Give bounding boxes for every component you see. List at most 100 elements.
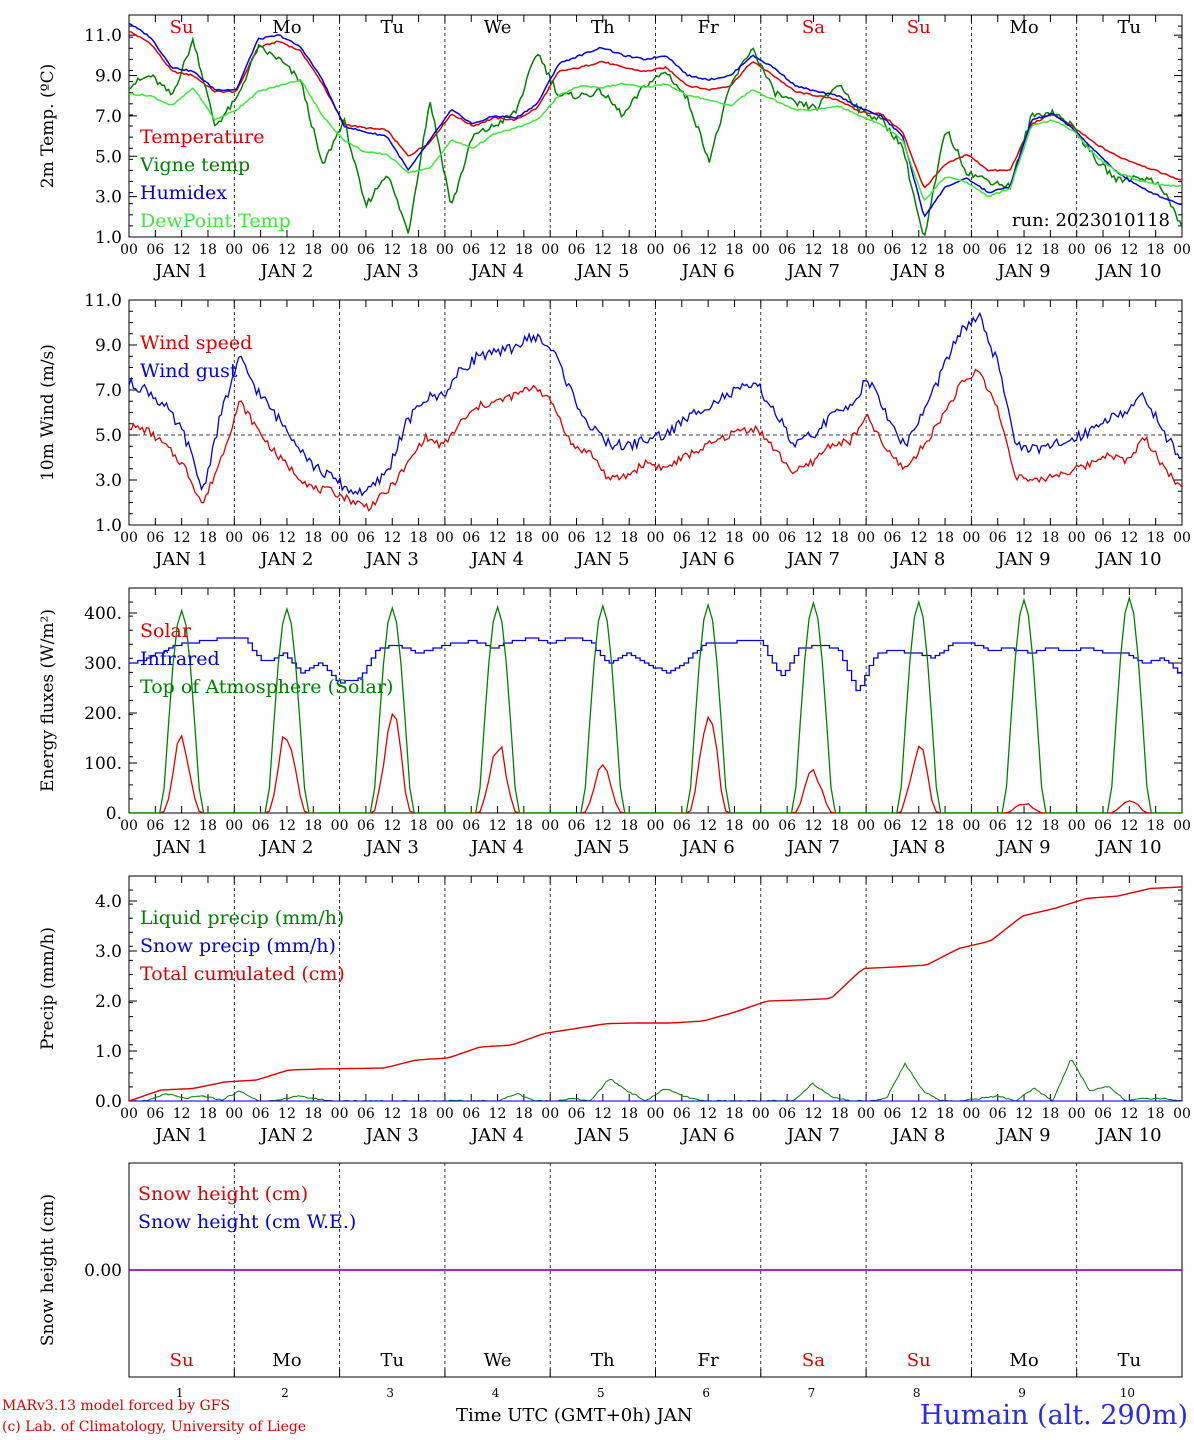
hour-label: 12	[1015, 818, 1033, 834]
hour-label: 12	[910, 1106, 928, 1122]
hour-label: 06	[1094, 530, 1112, 546]
date-label: JAN 5	[574, 261, 629, 282]
hour-label: 12	[805, 1106, 823, 1122]
date-label: JAN 9	[995, 837, 1050, 858]
date-label: JAN 9	[995, 261, 1050, 282]
hour-label: 00	[647, 818, 665, 834]
hour-label: 00	[1068, 1106, 1086, 1122]
y-tick-label: 9.0	[95, 336, 122, 356]
weekday-label: Mo	[1009, 1350, 1038, 1371]
date-label: JAN 1	[153, 261, 208, 282]
y-axis-label: 10m Wind (m/s)	[38, 344, 58, 481]
weekday-label: Sa	[802, 1350, 825, 1371]
weekday-label: Su	[170, 1350, 194, 1371]
y-tick-label: 1.0	[95, 228, 122, 248]
hour-label: 18	[304, 818, 322, 834]
weekday-label: We	[484, 17, 512, 38]
date-label: JAN 9	[995, 549, 1050, 570]
hour-label: 18	[936, 818, 954, 834]
date-label: JAN 4	[469, 1125, 524, 1146]
legend-entry: Snow height (cm W.E.)	[138, 1211, 356, 1233]
hour-label: 00	[120, 818, 138, 834]
hour-label: 00	[1173, 242, 1191, 258]
y-tick-label: 3.0	[95, 188, 122, 208]
date-label: JAN 4	[469, 549, 524, 570]
hour-label: 18	[410, 530, 428, 546]
weekday-label: Fr	[698, 17, 719, 38]
hour-label: 00	[225, 818, 243, 834]
hour-label: 12	[383, 1106, 401, 1122]
hour-label: 06	[462, 818, 480, 834]
hour-label: 00	[857, 1106, 875, 1122]
hour-label: 12	[805, 242, 823, 258]
hour-label: 18	[410, 242, 428, 258]
y-tick-label: 5.0	[95, 147, 122, 167]
hour-label: 12	[383, 242, 401, 258]
series-line-liquid-precip-mm-h-	[129, 1059, 1182, 1101]
series-line-temperature	[129, 30, 1182, 189]
date-label: JAN 7	[785, 261, 840, 282]
date-label: JAN 3	[364, 1125, 419, 1146]
hour-label: 06	[673, 530, 691, 546]
hour-label: 12	[278, 242, 296, 258]
date-label: JAN 6	[680, 837, 735, 858]
hour-label: 06	[1094, 1106, 1112, 1122]
y-tick-label: 2.0	[95, 992, 122, 1012]
hour-label: 06	[357, 818, 375, 834]
hour-label: 18	[1147, 818, 1165, 834]
hour-label: 00	[225, 242, 243, 258]
hour-label: 06	[357, 242, 375, 258]
date-label: JAN 8	[890, 1125, 945, 1146]
day-number-label: 6	[702, 1386, 710, 1400]
hour-label: 18	[199, 242, 217, 258]
hour-label: 06	[989, 530, 1007, 546]
legend-entry: Snow precip (mm/h)	[140, 935, 336, 957]
weekday-label: Su	[170, 17, 194, 38]
hour-label: 18	[936, 530, 954, 546]
hour-label: 18	[726, 1106, 744, 1122]
date-label: JAN 9	[995, 1125, 1050, 1146]
hour-label: 00	[1068, 818, 1086, 834]
hour-label: 06	[146, 1106, 164, 1122]
weekday-label: Tu	[380, 1350, 404, 1371]
date-label: JAN 7	[785, 549, 840, 570]
hour-label: 12	[594, 242, 612, 258]
hour-label: 06	[884, 818, 902, 834]
hour-label: 18	[1041, 1106, 1059, 1122]
weekday-label: Su	[907, 17, 931, 38]
hour-label: 00	[120, 530, 138, 546]
series-line-dewpoint-temp	[129, 78, 1182, 202]
y-tick-label: 7.0	[95, 107, 122, 127]
hour-label: 00	[647, 1106, 665, 1122]
hour-label: 12	[1015, 242, 1033, 258]
hour-label: 00	[1173, 530, 1191, 546]
hour-label: 00	[436, 530, 454, 546]
day-number-label: 9	[1018, 1386, 1026, 1400]
y-tick-label: 7.0	[95, 381, 122, 401]
date-label: JAN 6	[680, 1125, 735, 1146]
legend-entry: Solar	[140, 620, 192, 642]
y-tick-label: 3.0	[95, 942, 122, 962]
legend-entry: DewPoint Temp	[140, 210, 291, 232]
date-label: JAN 10	[1095, 837, 1162, 858]
weekday-label: Fr	[698, 1350, 719, 1371]
hour-label: 18	[199, 1106, 217, 1122]
series-line-infrared	[129, 637, 1182, 692]
date-label: JAN 10	[1095, 261, 1162, 282]
hour-label: 12	[594, 818, 612, 834]
hour-label: 00	[225, 530, 243, 546]
hour-label: 18	[304, 242, 322, 258]
hour-label: 06	[673, 1106, 691, 1122]
hour-label: 00	[857, 242, 875, 258]
hour-label: 06	[357, 1106, 375, 1122]
hour-label: 18	[1147, 242, 1165, 258]
series-line-top-of-atmosphere-solar-	[129, 595, 1182, 813]
day-number-label: 1	[176, 1386, 184, 1400]
day-number-label: 5	[597, 1386, 605, 1400]
legend-entry: Wind gust	[140, 360, 238, 382]
hour-label: 12	[1120, 242, 1138, 258]
y-tick-label: 0.0	[95, 1092, 122, 1112]
hour-label: 12	[278, 530, 296, 546]
hour-label: 12	[805, 818, 823, 834]
